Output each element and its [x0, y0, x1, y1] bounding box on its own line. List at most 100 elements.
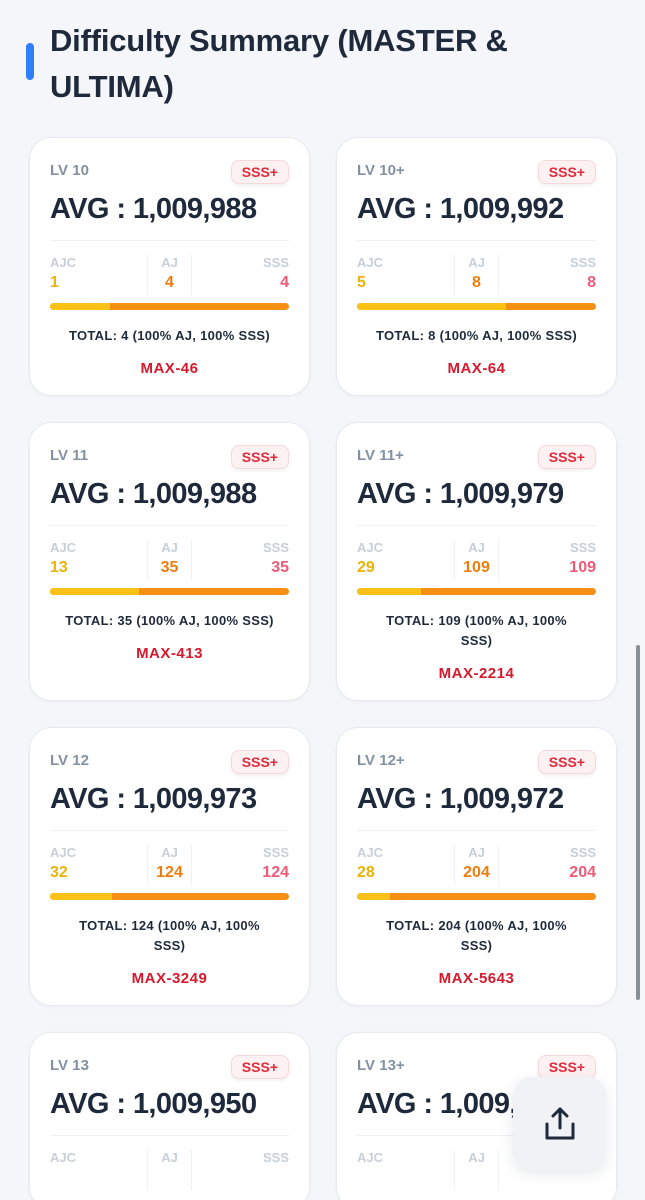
- card-header: LV 12+ SSS+: [357, 750, 596, 774]
- level-card[interactable]: LV 10+ SSS+ AVG : 1,009,992 AJC 5 AJ 8 S…: [336, 137, 617, 396]
- stat-aj-value: 35: [160, 559, 179, 576]
- stat-sss: SSS 8: [499, 255, 596, 295]
- max-count: MAX-413: [136, 645, 203, 662]
- stat-aj-label: AJ: [161, 540, 178, 555]
- card-header: LV 13+ SSS+: [357, 1055, 596, 1079]
- stat-sss: SSS: [192, 1150, 289, 1190]
- level-card[interactable]: LV 12 SSS+ AVG : 1,009,973 AJC 32 AJ 124…: [29, 727, 310, 1006]
- section-title: Difficulty Summary (MASTER & ULTIMA): [50, 23, 508, 104]
- average-score: AVG : 1,009,988: [50, 193, 257, 225]
- stat-ajc: AJC 5: [357, 255, 454, 295]
- stat-ajc-label: AJC: [357, 255, 384, 270]
- stats-row: AJC 32 AJ 124 SSS 124: [50, 845, 289, 885]
- stat-ajc-value: 28: [357, 864, 375, 881]
- card-header: LV 11+ SSS+: [357, 445, 596, 469]
- stat-sss-value: 8: [587, 274, 596, 291]
- level-label: LV 12: [50, 752, 89, 769]
- stat-ajc-label: AJC: [50, 845, 77, 860]
- rank-badge: SSS+: [230, 750, 289, 774]
- divider: [50, 1135, 289, 1136]
- stat-sss-value: 4: [280, 274, 289, 291]
- stat-sss-value: 124: [262, 864, 289, 881]
- share-button[interactable]: [513, 1077, 606, 1170]
- stats-row: AJC 5 AJ 8 SSS 8: [357, 255, 596, 295]
- stat-aj: AJ 8: [453, 255, 500, 295]
- stat-ajc: AJC 32: [50, 845, 147, 885]
- stat-sss-label: SSS: [262, 845, 289, 860]
- stat-aj-value: 8: [472, 274, 481, 291]
- divider: [357, 525, 596, 526]
- stat-ajc-value: 13: [50, 559, 68, 576]
- stat-ajc: AJC 29: [357, 540, 454, 580]
- stat-ajc: AJC 28: [357, 845, 454, 885]
- card-header: LV 10+ SSS+: [357, 160, 596, 184]
- stats-row: AJC 1 AJ 4 SSS 4: [50, 255, 289, 295]
- progress-bar: [357, 303, 596, 310]
- stat-sss-label: SSS: [262, 1150, 289, 1165]
- average-score: AVG : 1,009,: [357, 1088, 517, 1120]
- stats-row: AJC 13 AJ 35 SSS 35: [50, 540, 289, 580]
- share-icon: [542, 1105, 578, 1143]
- stat-aj-value: 4: [165, 274, 174, 291]
- total-summary: TOTAL: 8 (100% AJ, 100% SSS): [375, 328, 578, 343]
- total-summary: TOTAL: 204 (100% AJ, 100% SSS): [386, 918, 567, 953]
- max-count: MAX-3249: [131, 970, 208, 987]
- stat-aj: AJ 4: [146, 255, 193, 295]
- level-label: LV 11: [50, 447, 89, 464]
- stats-row: AJC 29 AJ 109 SSS 109: [357, 540, 596, 580]
- level-card[interactable]: LV 11 SSS+ AVG : 1,009,988 AJC 13 AJ 35 …: [29, 422, 310, 701]
- stat-ajc-value: 32: [50, 864, 68, 881]
- stat-ajc-value: 29: [357, 559, 375, 576]
- stat-aj-value: 204: [463, 864, 490, 881]
- divider: [357, 240, 596, 241]
- stat-sss-value: 204: [569, 864, 596, 881]
- progress-ajc-fill: [50, 893, 112, 900]
- progress-bar: [357, 588, 596, 595]
- divider: [50, 525, 289, 526]
- stat-sss-value: 35: [271, 559, 289, 576]
- level-label: LV 10+: [357, 162, 405, 179]
- progress-bar: [357, 893, 596, 900]
- stat-sss-label: SSS: [569, 255, 596, 270]
- max-count: MAX-5643: [438, 970, 515, 987]
- stat-sss-label: SSS: [569, 540, 596, 555]
- level-card[interactable]: LV 10 SSS+ AVG : 1,009,988 AJC 1 AJ 4 SS…: [29, 137, 310, 396]
- level-card[interactable]: LV 11+ SSS+ AVG : 1,009,979 AJC 29 AJ 10…: [336, 422, 617, 701]
- scrollbar[interactable]: [636, 645, 640, 1000]
- progress-bar: [50, 893, 289, 900]
- stat-ajc-label: AJC: [50, 540, 77, 555]
- divider: [50, 240, 289, 241]
- max-count: MAX-64: [447, 360, 506, 377]
- level-card[interactable]: LV 13 SSS+ AVG : 1,009,950 AJC AJ SSS: [29, 1032, 310, 1200]
- stat-sss: SSS 4: [192, 255, 289, 295]
- divider: [50, 830, 289, 831]
- rank-badge: SSS+: [537, 445, 596, 469]
- stat-aj: AJ 109: [453, 540, 500, 580]
- stat-ajc-label: AJC: [357, 1150, 384, 1165]
- stat-sss-label: SSS: [262, 540, 289, 555]
- stat-aj: AJ: [146, 1150, 193, 1190]
- stat-sss: SSS 124: [192, 845, 289, 885]
- stat-aj: AJ 204: [453, 845, 500, 885]
- stat-aj-label: AJ: [468, 255, 485, 270]
- level-label: LV 11+: [357, 447, 404, 464]
- difficulty-grid: LV 10 SSS+ AVG : 1,009,988 AJC 1 AJ 4 SS…: [29, 137, 617, 1200]
- level-label: LV 12+: [357, 752, 405, 769]
- total-summary: TOTAL: 4 (100% AJ, 100% SSS): [68, 328, 271, 343]
- rank-badge: SSS+: [537, 160, 596, 184]
- card-header: LV 10 SSS+: [50, 160, 289, 184]
- stat-aj: AJ 124: [146, 845, 193, 885]
- stat-aj-label: AJ: [161, 255, 178, 270]
- stat-ajc-value: 5: [357, 274, 366, 291]
- level-label: LV 13+: [357, 1057, 405, 1074]
- average-score: AVG : 1,009,972: [357, 783, 564, 815]
- stat-sss-label: SSS: [262, 255, 289, 270]
- progress-ajc-fill: [357, 303, 507, 310]
- rank-badge: SSS+: [230, 445, 289, 469]
- stats-row: AJC 28 AJ 204 SSS 204: [357, 845, 596, 885]
- level-card[interactable]: LV 12+ SSS+ AVG : 1,009,972 AJC 28 AJ 20…: [336, 727, 617, 1006]
- stat-aj-label: AJ: [468, 845, 485, 860]
- average-score: AVG : 1,009,950: [50, 1088, 257, 1120]
- total-summary: TOTAL: 109 (100% AJ, 100% SSS): [386, 613, 567, 648]
